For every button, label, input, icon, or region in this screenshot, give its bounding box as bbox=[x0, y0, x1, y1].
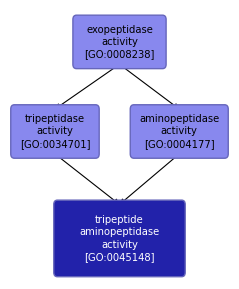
Text: exopeptidase
activity
[GO:0008238]: exopeptidase activity [GO:0008238] bbox=[84, 25, 155, 59]
Text: tripeptidase
activity
[GO:0034701]: tripeptidase activity [GO:0034701] bbox=[20, 114, 90, 149]
FancyBboxPatch shape bbox=[130, 105, 228, 158]
FancyBboxPatch shape bbox=[73, 15, 166, 69]
Text: tripeptide
aminopeptidase
activity
[GO:0045148]: tripeptide aminopeptidase activity [GO:0… bbox=[79, 215, 160, 262]
FancyBboxPatch shape bbox=[11, 105, 99, 158]
FancyBboxPatch shape bbox=[54, 200, 185, 277]
Text: aminopeptidase
activity
[GO:0004177]: aminopeptidase activity [GO:0004177] bbox=[139, 114, 219, 149]
